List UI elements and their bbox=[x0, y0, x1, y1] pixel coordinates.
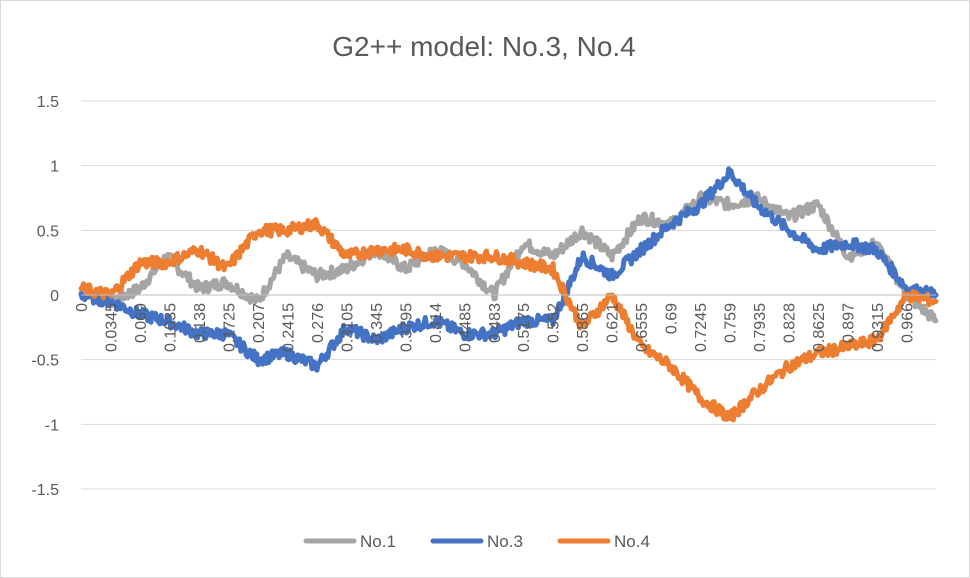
y-tick-label: -1 bbox=[45, 417, 59, 434]
x-tick-label: 0.897 bbox=[841, 303, 858, 343]
y-tick-label: -1.5 bbox=[31, 482, 59, 499]
x-tick-label: 0.966 bbox=[900, 303, 917, 343]
legend-label: No.4 bbox=[614, 532, 650, 551]
x-tick-label: 0.828 bbox=[782, 303, 799, 343]
chart-title: G2++ model: No.3, No.4 bbox=[332, 31, 636, 62]
x-tick-label: 0.9315 bbox=[870, 303, 887, 352]
x-tick-label: 0.4485 bbox=[457, 303, 474, 352]
x-tick-label: 0.759 bbox=[723, 303, 740, 343]
y-tick-label: 0 bbox=[50, 288, 59, 305]
x-tick-label: 0.8625 bbox=[811, 303, 828, 352]
x-tick-label: 0.1725 bbox=[221, 303, 238, 352]
x-tick-label: 0.414 bbox=[428, 303, 445, 343]
series-lines bbox=[78, 166, 939, 423]
x-tick-label: 0 bbox=[74, 303, 91, 312]
x-tick-label: 0.483 bbox=[487, 303, 504, 343]
x-tick-label: 0.7935 bbox=[752, 303, 769, 352]
x-tick-label: 0.621 bbox=[605, 303, 622, 343]
x-tick-label: 0.1035 bbox=[162, 303, 179, 352]
x-axis-ticks: 0 0.0345 0.069 0.1035 0.138 0.1725 0.207 0.2415… bbox=[74, 303, 917, 352]
x-tick-label: 0.0345 bbox=[103, 303, 120, 352]
x-tick-label: 0.2415 bbox=[280, 303, 297, 352]
series-line-no-3 bbox=[78, 166, 939, 373]
x-tick-label: 0.3795 bbox=[398, 303, 415, 352]
series-line-no-4 bbox=[78, 217, 939, 423]
legend-label: No.1 bbox=[360, 532, 396, 551]
y-axis-ticks: 1.5 1 0.5 0 -0.5 -1 -1.5 bbox=[31, 94, 59, 499]
x-tick-label: 0.276 bbox=[310, 303, 327, 343]
y-tick-label: 1.5 bbox=[37, 94, 59, 111]
x-tick-label: 0.7245 bbox=[693, 303, 710, 352]
x-tick-label: 0.5175 bbox=[516, 303, 533, 352]
x-tick-label: 0.5865 bbox=[575, 303, 592, 352]
x-tick-label: 0.552 bbox=[546, 303, 563, 343]
x-tick-label: 0.069 bbox=[133, 303, 150, 343]
x-tick-label: 0.6555 bbox=[634, 303, 651, 352]
y-tick-label: -0.5 bbox=[31, 353, 59, 370]
x-tick-label: 0.138 bbox=[192, 303, 209, 343]
y-tick-label: 1 bbox=[50, 159, 59, 176]
series-line-no-1 bbox=[78, 190, 939, 324]
x-tick-label: 0.69 bbox=[664, 303, 681, 334]
legend-label: No.3 bbox=[487, 532, 523, 551]
x-tick-label: 0.345 bbox=[369, 303, 386, 343]
legend: No.1 No.3 No.4 bbox=[303, 532, 650, 551]
x-tick-label: 0.207 bbox=[251, 303, 268, 343]
y-tick-label: 0.5 bbox=[37, 223, 59, 240]
x-tick-label: 0.3105 bbox=[339, 303, 356, 352]
